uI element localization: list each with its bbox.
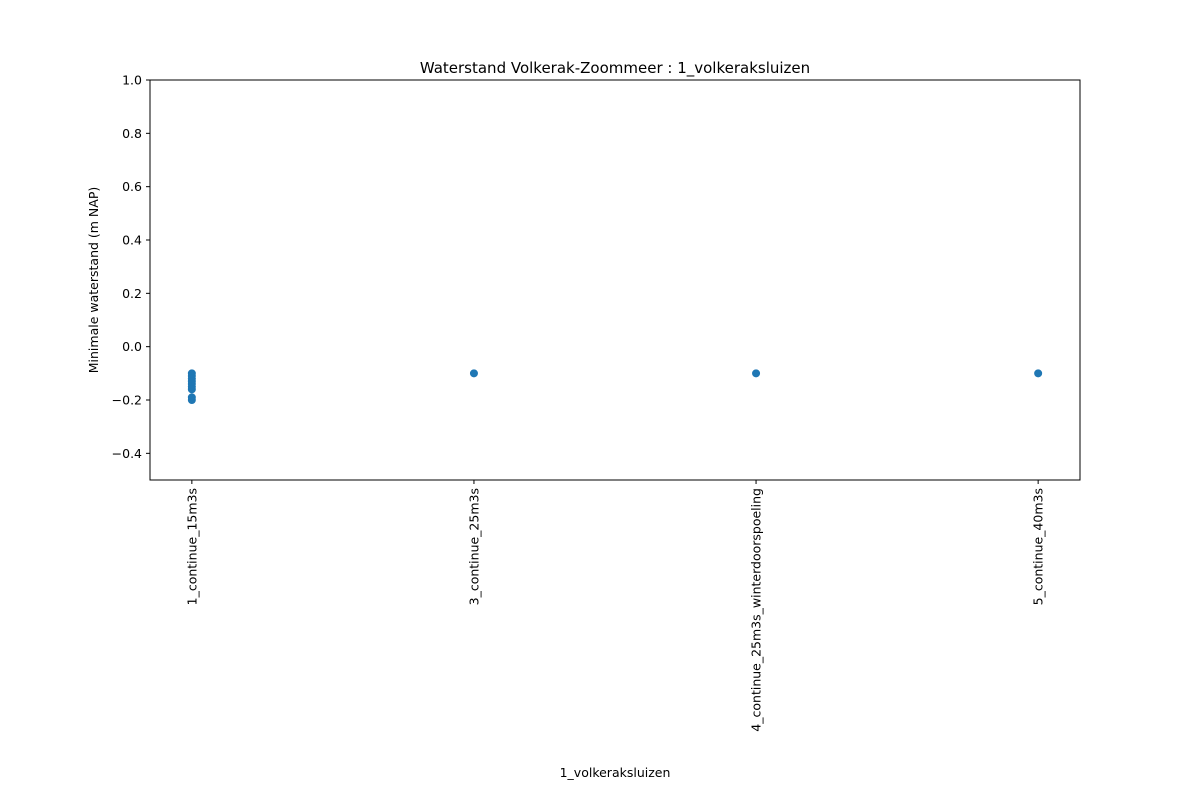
data-point (187, 396, 196, 404)
y-tick-label: 1.0 (122, 73, 142, 88)
y-axis-label: Minimale waterstand (m NAP) (86, 187, 101, 374)
x-axis-label: 1_volkeraksluizen (560, 765, 671, 780)
data-points (187, 369, 1043, 404)
y-axis: −0.4 −0.2 0.0 0.2 0.4 0.6 0.8 1.0 (112, 73, 150, 461)
x-tick-label: 3_continue_25m3s (466, 488, 481, 605)
y-tick-label: 0.0 (122, 339, 142, 354)
y-tick-label: 0.2 (122, 286, 142, 301)
x-tick-label: 4_continue_25m3s_winterdoorspoeling (749, 488, 764, 732)
chart-title: Waterstand Volkerak-Zoommeer : 1_volkera… (420, 59, 810, 78)
x-tick-label: 5_continue_40m3s (1031, 488, 1046, 605)
data-point (469, 369, 478, 378)
x-tick-label: 1_continue_15m3s (184, 488, 199, 605)
y-tick-label: −0.2 (112, 393, 142, 408)
data-point (1034, 369, 1043, 378)
data-point (752, 369, 761, 378)
y-tick-label: −0.4 (112, 446, 142, 461)
y-tick-label: 0.4 (122, 233, 142, 248)
data-point (187, 385, 196, 394)
y-tick-label: 0.6 (122, 179, 142, 194)
x-axis: 1_continue_15m3s 3_continue_25m3s 4_contin… (184, 480, 1046, 732)
plot-area (149, 79, 1081, 481)
y-tick-label: 0.8 (122, 126, 142, 141)
